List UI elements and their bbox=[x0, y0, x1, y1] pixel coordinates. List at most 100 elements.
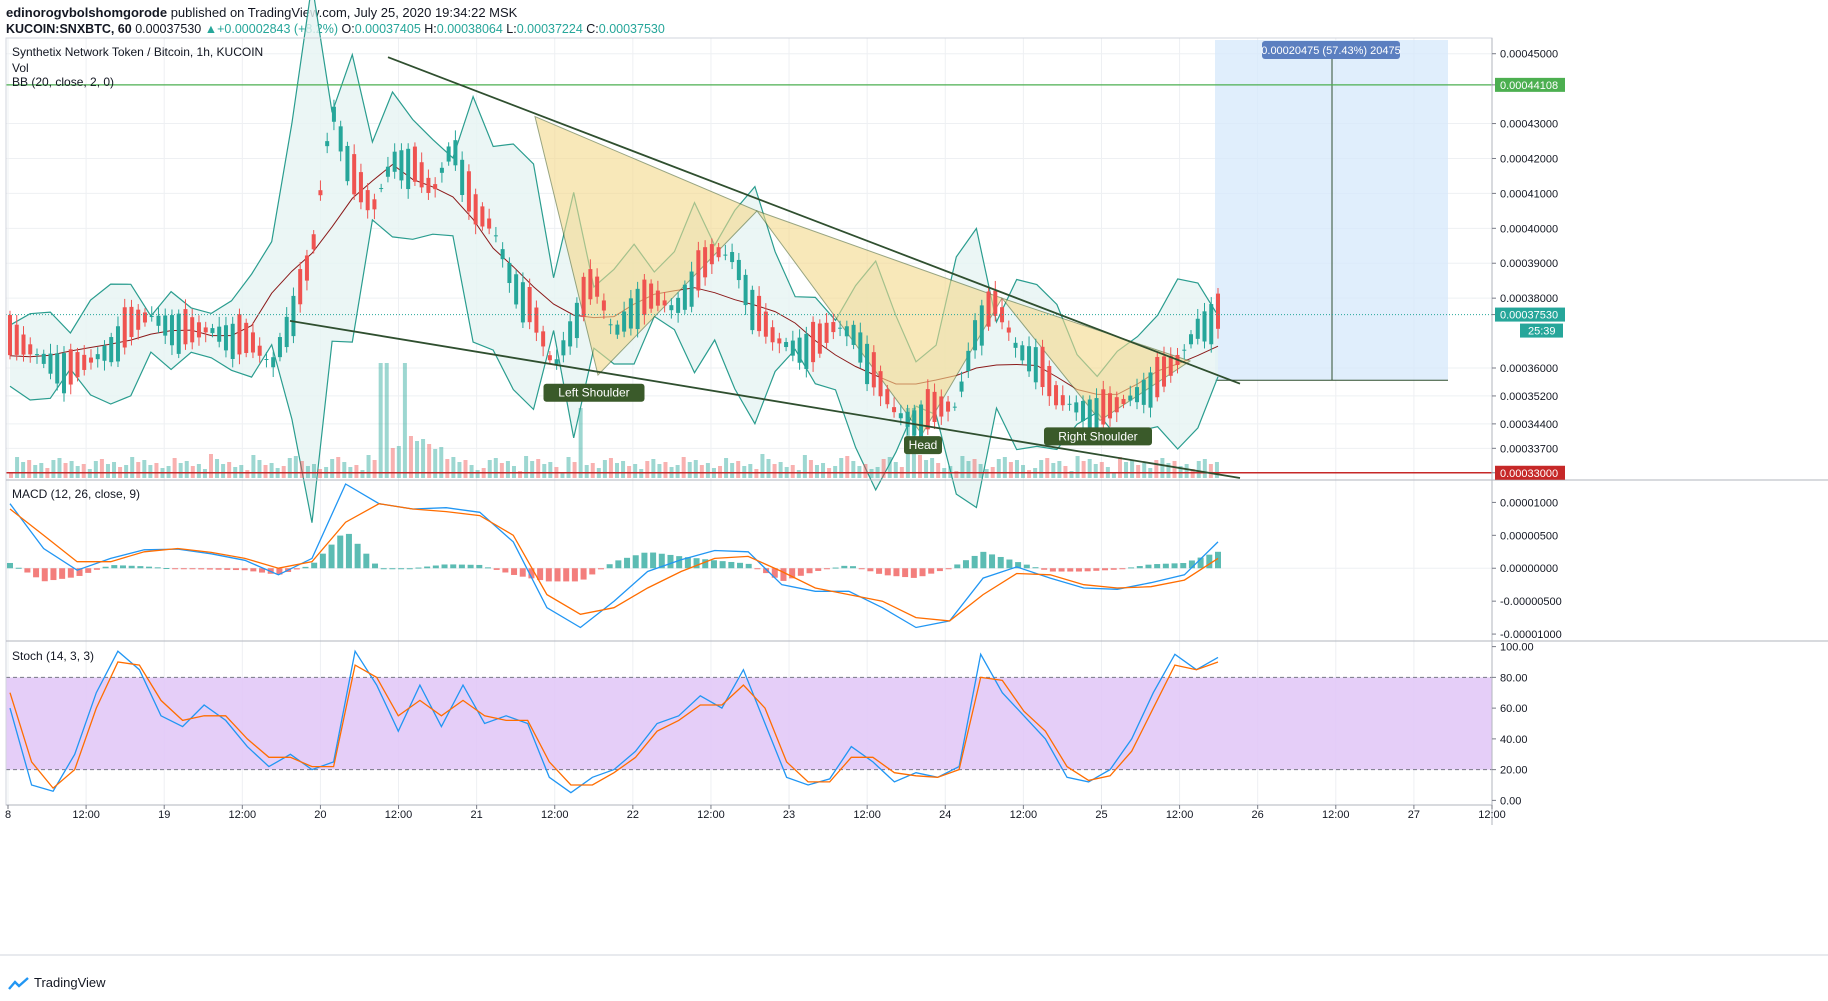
candle-body bbox=[1013, 342, 1018, 348]
pattern-label: Left Shoulder bbox=[558, 386, 629, 400]
macd-histogram-bar bbox=[902, 568, 909, 578]
close-label: C: bbox=[586, 22, 599, 36]
macd-histogram-bar bbox=[363, 553, 370, 569]
volume-bar bbox=[705, 463, 710, 478]
volume-bar bbox=[112, 462, 117, 478]
candle-body bbox=[689, 271, 694, 307]
macd-histogram-bar bbox=[841, 565, 848, 569]
volume-bar bbox=[1154, 460, 1159, 478]
projection-box: 0.00020475 (57.43%) 20475 bbox=[1215, 40, 1448, 381]
volume-bar bbox=[487, 460, 492, 478]
candle-body bbox=[325, 141, 330, 147]
candle-body bbox=[318, 190, 323, 196]
volume-bar bbox=[996, 459, 1001, 478]
volume-bar bbox=[572, 462, 577, 478]
macd-histogram-bar bbox=[710, 560, 717, 569]
x-tick-label: 12:00 bbox=[1010, 809, 1038, 821]
open-value: 0.00037405 bbox=[354, 22, 421, 36]
volume-bar bbox=[1051, 463, 1056, 478]
candle-body bbox=[338, 126, 343, 152]
macd-histogram-bar bbox=[632, 555, 639, 569]
candle-body bbox=[946, 401, 951, 412]
macd-histogram-bar bbox=[1102, 568, 1109, 571]
volume-bar bbox=[402, 363, 407, 478]
signal-line bbox=[9, 503, 1219, 622]
volume-bar bbox=[584, 465, 589, 478]
macd-histogram-bar bbox=[450, 564, 457, 569]
stoch-k-line bbox=[9, 649, 1219, 794]
candle-body bbox=[966, 350, 971, 371]
candle-body bbox=[1121, 398, 1126, 405]
x-tick-label: 12:00 bbox=[541, 809, 569, 821]
candle-body bbox=[541, 331, 546, 347]
volume-bar bbox=[312, 464, 316, 478]
volume-bar bbox=[51, 460, 56, 478]
macd-histogram-bar bbox=[41, 568, 48, 582]
y-tick-label: 0.00044108 bbox=[1500, 80, 1558, 92]
volume-bar bbox=[239, 465, 244, 478]
macd-tick-label: 0.00000000 bbox=[1500, 563, 1558, 575]
x-tick-label: 8 bbox=[5, 809, 11, 821]
candle-body bbox=[1040, 346, 1045, 388]
macd-histogram-bar bbox=[884, 568, 891, 576]
macd-histogram-bar bbox=[372, 563, 379, 569]
volume-bar bbox=[663, 462, 668, 478]
macd-title: MACD (12, 26, close, 9) bbox=[12, 487, 140, 501]
volume-bar bbox=[808, 460, 813, 478]
candle-body bbox=[88, 357, 93, 363]
macd-histogram-bar bbox=[15, 567, 22, 569]
pattern-label-bg bbox=[1044, 427, 1152, 446]
candle-body bbox=[109, 337, 114, 363]
candle-body bbox=[1202, 311, 1207, 342]
macd-histogram-bar bbox=[189, 568, 196, 570]
candle-body bbox=[1195, 318, 1200, 339]
tradingview-logo-icon[interactable] bbox=[8, 976, 30, 991]
author-name[interactable]: edinorogvbolshomgorode bbox=[6, 5, 168, 20]
candle-body bbox=[730, 252, 735, 263]
macd-histogram-bar bbox=[493, 568, 500, 570]
candle-body bbox=[952, 406, 957, 408]
volume-bar bbox=[415, 441, 420, 478]
macd-histogram-bar bbox=[1015, 562, 1022, 569]
volume-bar bbox=[1214, 462, 1219, 478]
macd-histogram-bar bbox=[424, 566, 431, 569]
volume-bar bbox=[221, 464, 226, 478]
volume-bar bbox=[930, 458, 935, 478]
macd-tick-label: -0.00000500 bbox=[1500, 596, 1562, 608]
volume-bar bbox=[63, 463, 68, 478]
macd-histogram-bar bbox=[806, 568, 813, 574]
candle-body bbox=[824, 322, 829, 343]
candle-body bbox=[790, 340, 795, 356]
macd-histogram-bar bbox=[467, 564, 474, 569]
candle-body bbox=[696, 250, 701, 291]
chart-header: edinorogvbolshomgorode published on Trad… bbox=[0, 0, 1828, 40]
candle-body bbox=[1020, 345, 1025, 361]
macd-histogram-bar bbox=[328, 544, 335, 569]
candle-body bbox=[1155, 357, 1160, 398]
macd-histogram-bar bbox=[484, 567, 491, 569]
candle-body bbox=[257, 345, 262, 356]
candle-body bbox=[655, 290, 660, 306]
bb-legend: BB (20, close, 2, 0) bbox=[12, 75, 114, 89]
volume-bar bbox=[1208, 464, 1213, 478]
y-tick-label: 0.00040000 bbox=[1500, 223, 1558, 235]
macd-histogram-bar bbox=[206, 568, 213, 570]
volume-bar bbox=[821, 463, 826, 478]
footer-brand[interactable]: TradingView bbox=[34, 975, 106, 990]
open-label: O: bbox=[341, 22, 355, 36]
high-value: 0.00038064 bbox=[436, 22, 503, 36]
macd-histogram-bar bbox=[667, 554, 674, 569]
candle-body bbox=[601, 300, 606, 311]
candle-body bbox=[844, 326, 849, 337]
candle-body bbox=[905, 411, 910, 427]
candle-body bbox=[1148, 372, 1153, 408]
macd-histogram-bar bbox=[962, 560, 969, 569]
candle-body bbox=[271, 357, 276, 368]
x-tick-label: 23 bbox=[783, 809, 795, 821]
stoch-pane bbox=[6, 649, 1492, 794]
price-tag bbox=[1495, 307, 1565, 322]
candle-body bbox=[304, 255, 309, 281]
y-tick-label: 0.00035200 bbox=[1500, 391, 1558, 403]
volume-bar bbox=[1027, 470, 1032, 478]
